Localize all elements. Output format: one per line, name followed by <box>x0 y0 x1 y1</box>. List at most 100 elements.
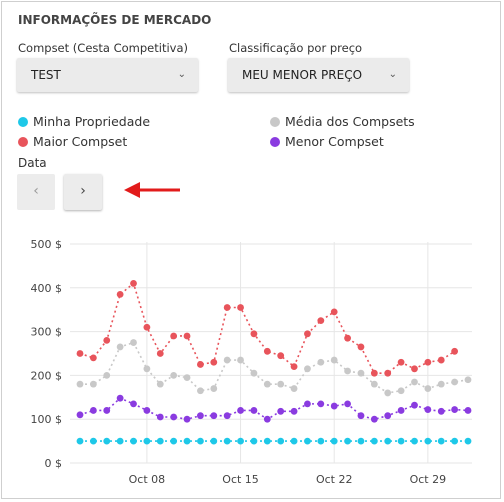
compset-value: TEST <box>31 68 61 82</box>
legend-menor-compset[interactable]: Menor Compset <box>270 134 384 149</box>
data-point <box>384 389 392 397</box>
legend-dot-icon <box>270 117 280 127</box>
data-point <box>424 358 432 366</box>
data-point <box>411 365 418 373</box>
data-point <box>437 437 445 445</box>
data-point <box>370 437 378 445</box>
legend-media-compsets[interactable]: Média dos Compsets <box>270 114 415 129</box>
data-point <box>290 407 298 415</box>
data-point <box>344 367 351 375</box>
data-point <box>130 437 137 445</box>
data-point <box>424 406 432 413</box>
data-point <box>156 437 164 445</box>
prev-button[interactable]: ‹ <box>17 174 55 210</box>
data-point <box>103 437 111 445</box>
data-point <box>330 356 338 364</box>
data-point <box>210 412 218 420</box>
data-point <box>344 400 351 408</box>
data-point <box>89 354 97 362</box>
data-point <box>424 437 432 445</box>
chevron-down-icon: ⌄ <box>388 69 397 80</box>
classification-select[interactable]: MEU MENOR PREÇO ⌄ <box>228 58 409 92</box>
data-point <box>76 350 84 357</box>
data-point <box>103 407 111 414</box>
data-point <box>344 334 351 342</box>
data-point <box>451 406 459 413</box>
data-point <box>237 304 244 311</box>
data-point <box>304 400 311 408</box>
data-point <box>263 437 271 445</box>
classification-label: Classificação por preço <box>229 41 363 55</box>
data-point <box>89 437 97 445</box>
legend-minha-propriedade[interactable]: Minha Propriedade <box>18 114 150 129</box>
data-point <box>277 380 285 388</box>
data-point <box>116 394 124 402</box>
data-point <box>317 437 325 445</box>
next-button[interactable]: › <box>64 174 102 210</box>
data-point <box>116 437 124 445</box>
data-point <box>89 407 97 414</box>
data-point <box>464 376 472 384</box>
data-point <box>317 400 325 408</box>
date-label: Data <box>18 156 47 170</box>
data-point <box>156 350 164 357</box>
data-point <box>317 358 325 366</box>
data-point <box>397 358 405 366</box>
data-point <box>197 412 204 420</box>
data-point <box>384 412 392 420</box>
legend-dot-icon <box>18 137 28 147</box>
data-point <box>130 400 137 408</box>
data-point <box>143 323 151 331</box>
data-point <box>370 369 378 377</box>
y-tick-label: 0 $ <box>45 457 63 470</box>
data-point <box>76 380 84 388</box>
market-price-chart: 0 $ 100 $ 200 $ 300 $ 400 $ 500 $ Oct 08 Oct 15… <box>31 238 472 486</box>
data-point <box>464 407 472 414</box>
data-point <box>250 330 258 338</box>
data-point <box>103 372 111 379</box>
data-point <box>170 437 178 445</box>
data-point <box>464 437 472 445</box>
y-tick-label: 400 $ <box>31 282 63 295</box>
data-point <box>197 361 204 368</box>
data-point <box>143 407 151 414</box>
data-point <box>223 412 231 420</box>
data-point <box>170 372 178 379</box>
data-point <box>397 437 405 445</box>
legend-maior-compset[interactable]: Maior Compset <box>18 134 127 149</box>
legend-dot-icon <box>18 117 28 127</box>
data-point <box>411 378 418 386</box>
data-point <box>130 280 137 287</box>
data-point <box>237 437 244 445</box>
data-point <box>397 387 405 395</box>
data-point <box>384 369 392 377</box>
data-point <box>143 365 151 373</box>
data-point <box>411 401 418 409</box>
data-point <box>223 356 231 364</box>
data-point <box>304 330 311 338</box>
compset-select[interactable]: TEST ⌄ <box>17 58 198 92</box>
data-point <box>344 437 351 445</box>
data-point <box>330 308 338 316</box>
data-point <box>437 380 445 388</box>
data-point <box>76 437 84 445</box>
data-point <box>116 343 124 351</box>
series-line <box>79 397 469 421</box>
data-point <box>411 437 418 445</box>
data-point <box>277 437 285 445</box>
data-point <box>451 378 459 386</box>
data-point <box>330 402 338 410</box>
data-point <box>116 290 124 298</box>
data-point <box>290 385 298 392</box>
data-point <box>156 413 164 421</box>
data-point <box>210 437 218 445</box>
panel-title: INFORMAÇÕES DE MERCADO <box>18 13 212 27</box>
data-point <box>183 332 191 340</box>
legend-dot-icon <box>270 137 280 147</box>
data-point <box>384 437 392 445</box>
y-tick-label: 200 $ <box>31 369 63 382</box>
x-tick-label: Oct 29 <box>410 473 447 486</box>
data-point <box>263 347 271 355</box>
data-point <box>370 380 378 388</box>
x-tick-label: Oct 08 <box>129 473 166 486</box>
